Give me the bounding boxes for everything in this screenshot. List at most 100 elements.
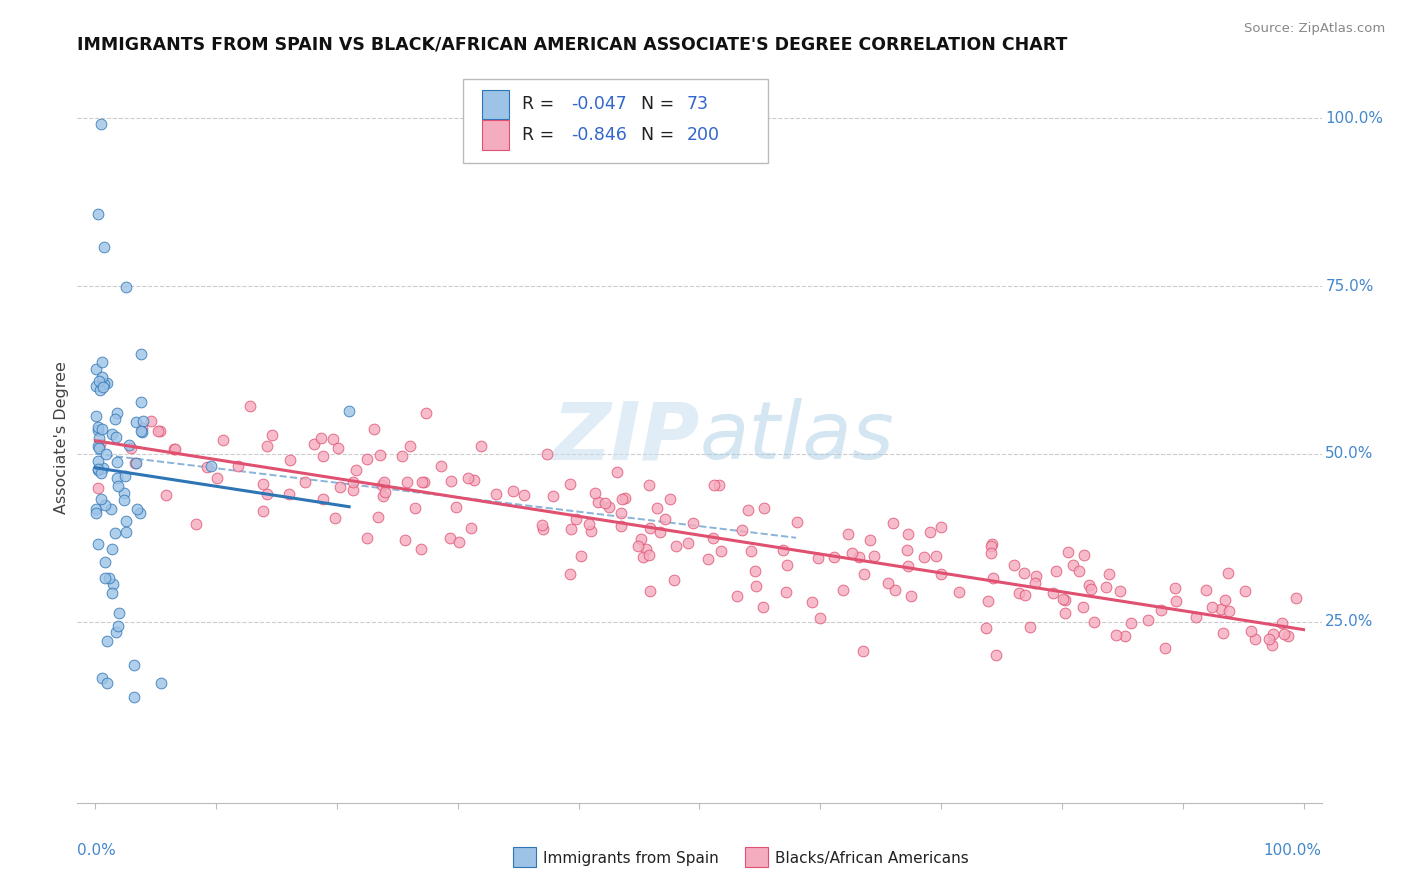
Point bbox=[638, 584, 661, 599]
Point bbox=[823, 549, 845, 564]
Point bbox=[368, 448, 391, 462]
Point bbox=[598, 500, 620, 514]
Text: Blacks/African Americans: Blacks/African Americans bbox=[775, 851, 969, 865]
Point bbox=[84, 506, 107, 520]
Point bbox=[118, 438, 141, 452]
Point bbox=[1057, 545, 1080, 559]
Point bbox=[1080, 582, 1102, 597]
Point bbox=[564, 512, 586, 526]
Point bbox=[262, 428, 284, 442]
Point bbox=[103, 576, 125, 591]
Point bbox=[775, 558, 797, 573]
Point bbox=[981, 536, 1004, 550]
Point bbox=[606, 465, 628, 479]
Point bbox=[446, 500, 468, 514]
Point bbox=[1244, 632, 1267, 646]
Text: IMMIGRANTS FROM SPAIN VS BLACK/AFRICAN AMERICAN ASSOCIATE'S DEGREE CORRELATION C: IMMIGRANTS FROM SPAIN VS BLACK/AFRICAN A… bbox=[77, 35, 1067, 54]
Point bbox=[1166, 594, 1188, 608]
Point bbox=[128, 506, 150, 520]
Point bbox=[512, 488, 534, 502]
Point bbox=[104, 525, 127, 540]
Point bbox=[541, 488, 564, 502]
Point bbox=[460, 521, 482, 535]
Point bbox=[200, 458, 222, 473]
Point bbox=[583, 486, 606, 500]
Point bbox=[980, 539, 1002, 553]
Point bbox=[101, 542, 124, 557]
Point bbox=[578, 517, 600, 532]
Point bbox=[309, 431, 332, 445]
Point bbox=[772, 542, 794, 557]
Point bbox=[94, 498, 117, 512]
Point bbox=[91, 380, 114, 394]
Point bbox=[977, 593, 1000, 607]
Point bbox=[848, 550, 870, 565]
Point bbox=[91, 377, 114, 392]
Point bbox=[122, 690, 145, 705]
Point bbox=[114, 469, 136, 483]
Point bbox=[356, 532, 378, 546]
Point bbox=[93, 376, 115, 391]
Point bbox=[800, 595, 823, 609]
Point bbox=[980, 546, 1002, 560]
Point bbox=[1137, 613, 1160, 627]
Text: 0.0%: 0.0% bbox=[77, 843, 117, 858]
Point bbox=[1153, 640, 1175, 655]
Point bbox=[252, 504, 274, 518]
Point bbox=[139, 414, 162, 428]
Point bbox=[710, 544, 733, 558]
Text: R =: R = bbox=[522, 126, 560, 144]
Point bbox=[1119, 616, 1142, 631]
Point bbox=[87, 537, 110, 551]
Point bbox=[558, 477, 581, 491]
Point bbox=[239, 399, 262, 413]
Point bbox=[900, 589, 922, 603]
Point bbox=[105, 406, 128, 420]
Point bbox=[84, 379, 107, 393]
Point bbox=[1045, 564, 1067, 578]
Text: 200: 200 bbox=[688, 126, 720, 144]
Point bbox=[87, 420, 110, 434]
Point bbox=[96, 634, 118, 648]
Point bbox=[391, 449, 413, 463]
Point bbox=[614, 491, 637, 506]
Y-axis label: Associate's Degree: Associate's Degree bbox=[53, 360, 69, 514]
Text: 73: 73 bbox=[688, 95, 709, 113]
Point bbox=[929, 567, 952, 582]
Point bbox=[91, 461, 114, 475]
Point bbox=[87, 431, 110, 445]
Point bbox=[100, 501, 122, 516]
Point bbox=[1071, 600, 1094, 615]
FancyBboxPatch shape bbox=[482, 90, 509, 119]
Point bbox=[312, 449, 335, 463]
Point bbox=[638, 548, 661, 562]
Point bbox=[912, 550, 935, 565]
Point bbox=[1014, 589, 1036, 603]
Point bbox=[1062, 558, 1084, 572]
Point bbox=[709, 478, 731, 492]
Point bbox=[149, 424, 172, 438]
Point bbox=[948, 585, 970, 599]
Point bbox=[87, 462, 110, 476]
Text: ZIP: ZIP bbox=[553, 398, 700, 476]
Point bbox=[302, 437, 325, 451]
Point bbox=[322, 432, 344, 446]
Text: 75.0%: 75.0% bbox=[1326, 278, 1374, 293]
Point bbox=[146, 424, 169, 438]
Point bbox=[485, 487, 508, 501]
Text: R =: R = bbox=[522, 95, 560, 113]
Point bbox=[1164, 582, 1187, 596]
Point bbox=[344, 463, 367, 477]
Point bbox=[1014, 566, 1036, 581]
Point bbox=[125, 415, 148, 429]
Point bbox=[93, 239, 115, 253]
Point bbox=[129, 347, 152, 361]
Point bbox=[163, 442, 186, 456]
Point bbox=[91, 354, 114, 368]
Point bbox=[588, 494, 610, 508]
Point bbox=[1185, 610, 1208, 624]
Point bbox=[752, 501, 775, 516]
Point bbox=[664, 573, 686, 587]
Point bbox=[703, 478, 725, 492]
Point bbox=[101, 586, 124, 600]
